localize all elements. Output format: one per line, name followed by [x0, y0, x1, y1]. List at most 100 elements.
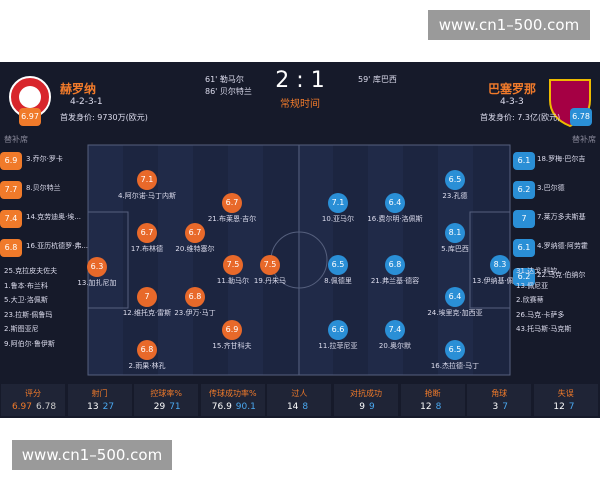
stat-label: 对抗成功 [350, 389, 382, 398]
player-rating: 6.7 [185, 223, 205, 243]
stat-home: 13 [87, 402, 99, 412]
sub-rating: 6.2 [513, 181, 535, 199]
stat-home: 14 [286, 402, 299, 412]
player-rating: 6.8 [137, 340, 157, 360]
watermark: www.cn1–500.com [12, 440, 172, 470]
player-rating: 6.6 [328, 320, 348, 340]
team-rating: 6.78 [570, 108, 592, 126]
stat-home: 3 [492, 402, 499, 412]
stat-label: 控球率% [150, 389, 182, 398]
player-name: 24.埃里克·加西亚 [427, 309, 483, 317]
bench-label: 替补席 [572, 135, 596, 144]
stat-cell [400, 384, 465, 416]
player-rating: 6.4 [385, 193, 405, 213]
sub-rating: 7 [513, 210, 535, 228]
sub-rating: 6.8 [0, 239, 22, 257]
stat-cell [200, 384, 265, 416]
stat-home: 6.97 [11, 402, 32, 412]
sub-name: 25.克拉皮夫佐夫 [4, 267, 58, 275]
stat-home: 76.9 [211, 402, 232, 412]
player-name: 12.维托克·雷斯 [122, 309, 172, 317]
player-name: 21.布莱恩·吉尔 [207, 215, 257, 223]
stat-away: 9 [369, 402, 375, 412]
sub-name: 1.鲁本·布兰科 [4, 281, 48, 290]
goal-event: 86' 贝尔特兰 [205, 87, 252, 96]
stat-label: 评分 [25, 389, 41, 398]
sub-name: 3.巴尔德 [537, 184, 565, 192]
player-rating: 7.1 [328, 193, 348, 213]
score: 2 : 1 [275, 68, 325, 93]
bench-label: 替补席 [4, 135, 28, 144]
stat-home: 29 [153, 402, 166, 412]
player-name: 16.杰拉德·马丁 [430, 362, 480, 370]
stat-away: 71 [169, 402, 181, 412]
stat-home: 12 [553, 402, 565, 412]
player-rating: 6.8 [185, 287, 205, 307]
goal-event: 59' 库巴西 [358, 75, 397, 84]
sub-name: 5.大卫·洛佩斯 [4, 296, 48, 304]
stat-cell [467, 384, 532, 416]
sub-name: 16.亚历杭德罗·弗... [26, 242, 89, 250]
stat-away: 8 [435, 402, 442, 412]
stat-away: 6.78 [36, 402, 57, 412]
player-rating: 7.5 [260, 255, 280, 275]
player-name: 4.阿尔诺·马丁内斯 [118, 192, 176, 200]
sub-name: 18.罗梅·巴尔吉 [537, 155, 586, 163]
player-name: 2.雨果·林孔 [128, 362, 166, 370]
player-name: 5.库巴西 [441, 245, 469, 253]
player-name: 13.伊纳基·佩尼亚 [472, 277, 528, 285]
player-name: 15.齐甘科夫 [212, 342, 252, 350]
player-rating: 7.1 [137, 170, 157, 190]
match-status: 常规时间 [280, 99, 320, 110]
player-name: 16.费尔明·洛佩斯 [367, 215, 423, 223]
sub-rating: 6.9 [0, 152, 22, 170]
team-name: 赫罗纳 [60, 82, 97, 96]
player-rating: 6.4 [445, 287, 465, 307]
player-rating: 6.9 [222, 320, 242, 340]
stat-cell [334, 384, 398, 416]
player-rating: 6.7 [222, 193, 242, 213]
stat-cell [1, 384, 65, 416]
player-rating: 6.5 [328, 255, 348, 275]
team-value: 首发身价: 9730万(欧元) [60, 113, 148, 122]
stat-label: 射门 [91, 389, 108, 398]
formation: 4-2-3-1 [70, 97, 103, 107]
player-rating: 6.5 [445, 170, 465, 190]
player-rating: 6.8 [385, 255, 405, 275]
formation: 4-3-3 [500, 97, 524, 107]
player-name: 23.伊万·马丁 [174, 309, 216, 317]
sub-name: 14.克劳迪奥·埃... [26, 213, 82, 221]
goal-event: 61' 勒马尔 [205, 75, 244, 84]
player-name: 20.奥尔默 [378, 342, 412, 350]
player-rating: 6.3 [87, 257, 107, 277]
sub-name: 26.马克·卡萨多 [516, 310, 565, 319]
stat-away: 8 [302, 402, 309, 412]
stat-label: 角球 [491, 389, 508, 398]
player-rating: 7.5 [223, 255, 243, 275]
team-value: 首发身价: 7.3亿(欧元) [480, 113, 561, 122]
player-name: 8.佩德里 [324, 277, 352, 285]
sub-rating: 6.2 [513, 268, 535, 286]
player-rating: 6.5 [445, 340, 465, 360]
stat-label: 过人 [291, 389, 308, 398]
stat-cell [267, 384, 332, 416]
stat-away: 90.1 [235, 402, 256, 412]
player-name: 17.布林德 [130, 245, 164, 253]
sub-name: 23.拉斯·佩鲁玛 [4, 310, 53, 319]
stat-label: 传球成功率% [208, 389, 257, 398]
stat-cell [67, 384, 132, 416]
stat-away: 27 [102, 402, 115, 412]
stat-label: 失误 [557, 389, 574, 398]
sub-rating: 6.1 [513, 239, 535, 257]
sub-name: 3.乔尔·罗卡 [26, 155, 63, 163]
sub-name: 4.罗纳德·阿劳霍 [537, 242, 588, 250]
sub-name: 43.托马斯·马克斯 [516, 325, 572, 333]
stat-label: 抢断 [424, 389, 441, 398]
team-rating: 6.97 [19, 108, 41, 126]
sub-name: 2.欣赛蒂 [516, 296, 544, 304]
stat-home: 9 [359, 402, 365, 412]
sub-name: 7.莱万多夫斯基 [537, 213, 586, 221]
player-rating: 7.4 [385, 320, 405, 340]
sub-rating: 6.1 [513, 152, 535, 170]
